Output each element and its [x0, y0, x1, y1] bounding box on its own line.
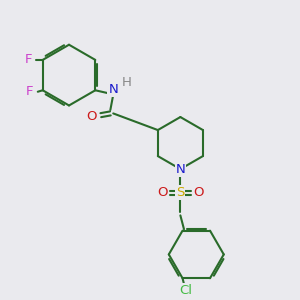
Text: O: O [157, 186, 168, 199]
Text: O: O [86, 110, 97, 123]
Text: F: F [26, 85, 33, 98]
Text: S: S [176, 186, 184, 199]
Text: H: H [121, 76, 131, 89]
Text: N: N [108, 83, 118, 96]
Text: O: O [193, 186, 204, 199]
Text: Cl: Cl [179, 284, 192, 297]
Text: N: N [176, 163, 185, 176]
Text: F: F [25, 53, 32, 66]
